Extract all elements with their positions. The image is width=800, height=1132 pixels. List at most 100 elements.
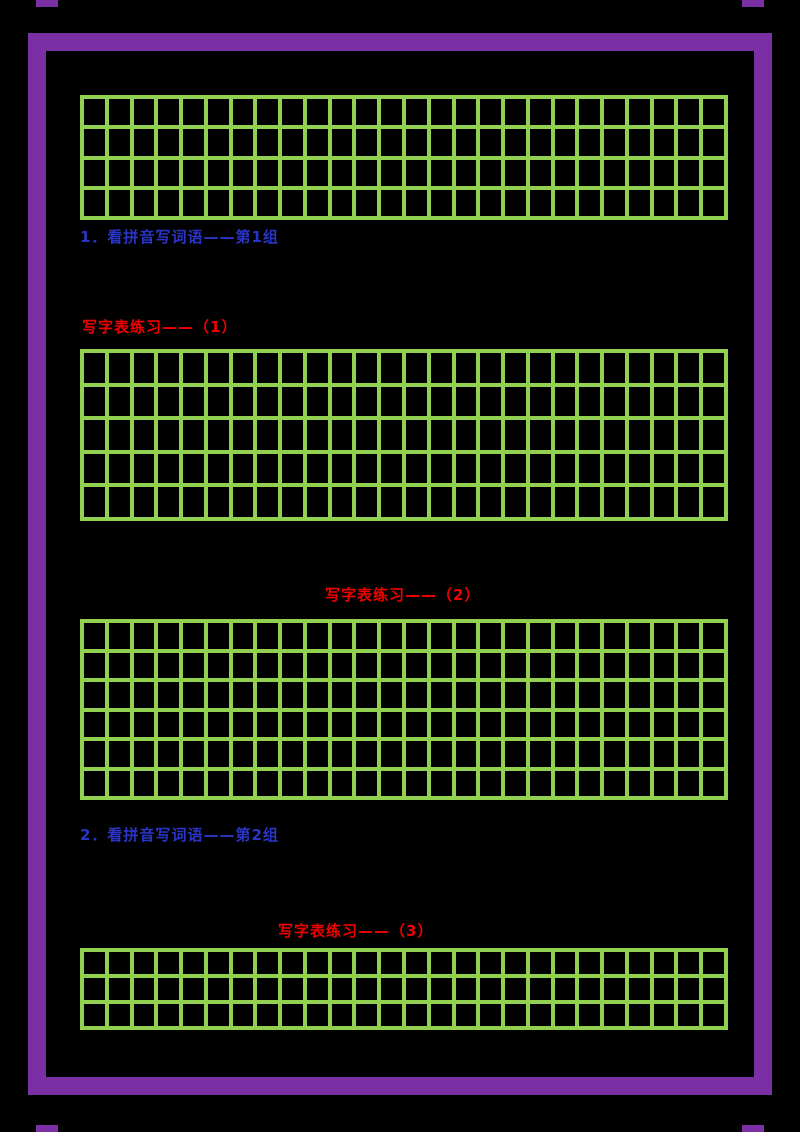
grid-cell [529, 159, 551, 186]
grid-cell [628, 623, 650, 649]
grid-4-title: 写字表练习——（3） [278, 922, 434, 940]
grid-cell [678, 770, 700, 796]
grid-cell [232, 129, 254, 156]
grid-cell [183, 420, 204, 450]
grid-cell [628, 353, 650, 383]
grid-cell [183, 952, 204, 974]
grid-cell [653, 623, 675, 649]
grid-cell [455, 1004, 477, 1026]
grid-cell [653, 487, 675, 517]
grid-cell [207, 189, 229, 216]
grid-cell [703, 770, 724, 796]
grid-cell [84, 353, 105, 383]
grid-cell [381, 353, 402, 383]
grid-cell [703, 99, 724, 126]
grid-cell [306, 487, 328, 517]
grid-cell [158, 99, 180, 126]
grid-cell [604, 353, 625, 383]
grid-cell [381, 682, 402, 708]
grid-cell [405, 1004, 427, 1026]
grid-cell [703, 952, 724, 974]
grid-cell [133, 189, 155, 216]
grid-cell [257, 652, 279, 678]
grid-cell [257, 386, 279, 417]
grid-cell [158, 741, 180, 767]
grid-cell [331, 623, 353, 649]
grid-cell [604, 386, 625, 417]
grid-cell [505, 420, 526, 450]
grid-cell [331, 353, 353, 383]
grid-cell [653, 420, 675, 450]
grid-cell [653, 741, 675, 767]
grid-cell [628, 682, 650, 708]
grid-cell [554, 99, 576, 126]
grid-cell [529, 99, 551, 126]
grid-cell [158, 770, 180, 796]
grid-cell [183, 159, 204, 186]
grid-cell [554, 682, 576, 708]
grid-cell [84, 386, 105, 417]
grid-cell [331, 159, 353, 186]
grid-cell [158, 978, 180, 1000]
grid-cell [430, 353, 452, 383]
grid-cell [554, 741, 576, 767]
grid-cell [405, 770, 427, 796]
grid-cell [232, 741, 254, 767]
grid-cell [505, 652, 526, 678]
grid-cell [282, 978, 303, 1000]
grid-cell [331, 711, 353, 737]
grid-cell [158, 487, 180, 517]
grid-cell [505, 99, 526, 126]
grid-cell [579, 770, 601, 796]
grid-cell [579, 682, 601, 708]
grid-cell [554, 1004, 576, 1026]
grid-cell [653, 386, 675, 417]
grid-cell [232, 623, 254, 649]
grid-cell [480, 453, 502, 484]
grid-cell [604, 711, 625, 737]
grid-cell [84, 623, 105, 649]
grid-cell [108, 770, 130, 796]
grid-cell [529, 652, 551, 678]
grid-cell [678, 952, 700, 974]
grid-cell [430, 623, 452, 649]
grid-cell [331, 487, 353, 517]
grid-cell [232, 353, 254, 383]
grid-cell [331, 189, 353, 216]
grid-cell [529, 623, 551, 649]
grid-cell [232, 770, 254, 796]
grid-cell [232, 189, 254, 216]
grid-cell [232, 453, 254, 484]
grid-cell [653, 652, 675, 678]
grid-cell [183, 487, 204, 517]
grid-cell [505, 129, 526, 156]
grid-cell [331, 1004, 353, 1026]
grid-cell [381, 711, 402, 737]
grid-cell [331, 978, 353, 1000]
grid-cell [381, 652, 402, 678]
grid-cell [207, 129, 229, 156]
grid-cell [430, 682, 452, 708]
grid-cell [84, 129, 105, 156]
grid-cell [381, 952, 402, 974]
grid-cell [84, 652, 105, 678]
grid-cell [455, 623, 477, 649]
grid-cell [628, 952, 650, 974]
grid-cell [331, 652, 353, 678]
grid-cell [678, 711, 700, 737]
grid-cell [554, 420, 576, 450]
grid-cell [282, 952, 303, 974]
grid-cell [356, 386, 378, 417]
grid-cell [628, 978, 650, 1000]
grid-cell [257, 682, 279, 708]
grid-cell [579, 189, 601, 216]
grid-cell [405, 682, 427, 708]
grid-cell [207, 420, 229, 450]
adjacent-page-border-fragment [36, 0, 58, 7]
grid-cell [282, 682, 303, 708]
grid-cell [480, 952, 502, 974]
grid-cell [84, 952, 105, 974]
grid-cell [183, 711, 204, 737]
grid-cell [529, 386, 551, 417]
grid-cell [306, 682, 328, 708]
